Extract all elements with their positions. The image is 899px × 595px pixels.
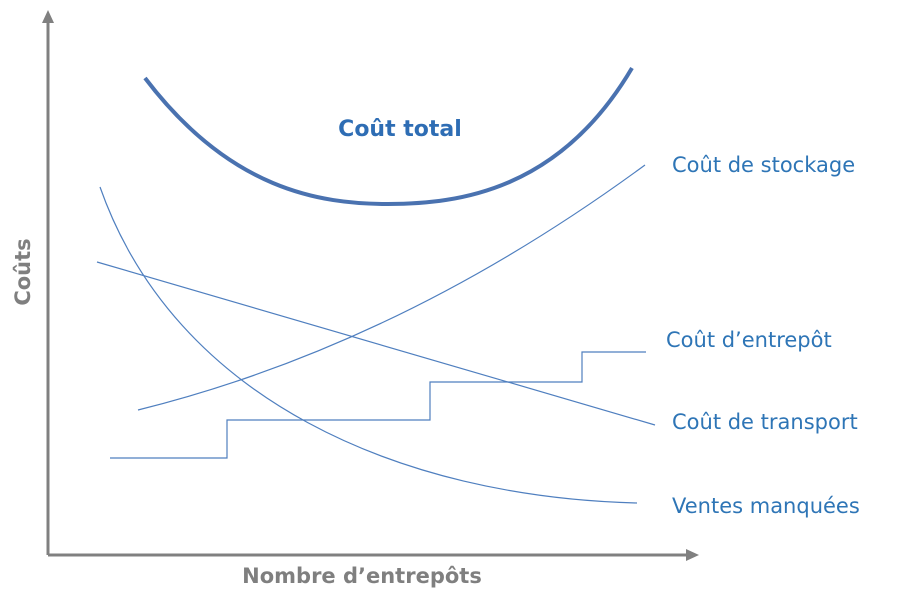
y-axis-arrow xyxy=(42,10,54,23)
storage-cost-label: Coût de stockage xyxy=(672,153,855,177)
total-cost-curve xyxy=(143,66,634,207)
x-axis-title: Nombre d’entrepôts xyxy=(242,564,482,588)
lost-sales-curve xyxy=(99,186,638,504)
warehouse-cost-label: Coût d’entrepôt xyxy=(666,328,832,352)
y-axis-title: Coûts xyxy=(11,238,35,305)
transport-cost-curve xyxy=(96,261,656,426)
lost-sales-label: Ventes manquées xyxy=(672,494,860,518)
x-axis-arrow xyxy=(686,549,699,561)
total-cost-label: Coût total xyxy=(338,117,462,142)
storage-cost-curve xyxy=(137,164,646,411)
warehouse-cost-curve xyxy=(110,351,646,459)
transport-cost-label: Coût de transport xyxy=(672,410,858,434)
